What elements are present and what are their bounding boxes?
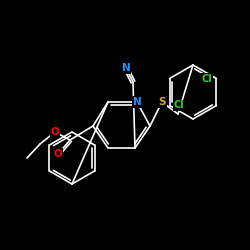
Text: Cl: Cl [174, 100, 184, 110]
Text: N: N [132, 97, 141, 107]
Text: O: O [50, 127, 59, 137]
Text: N: N [122, 63, 130, 73]
Text: Cl: Cl [202, 74, 212, 84]
Text: O: O [54, 149, 62, 159]
Text: S: S [158, 97, 166, 107]
